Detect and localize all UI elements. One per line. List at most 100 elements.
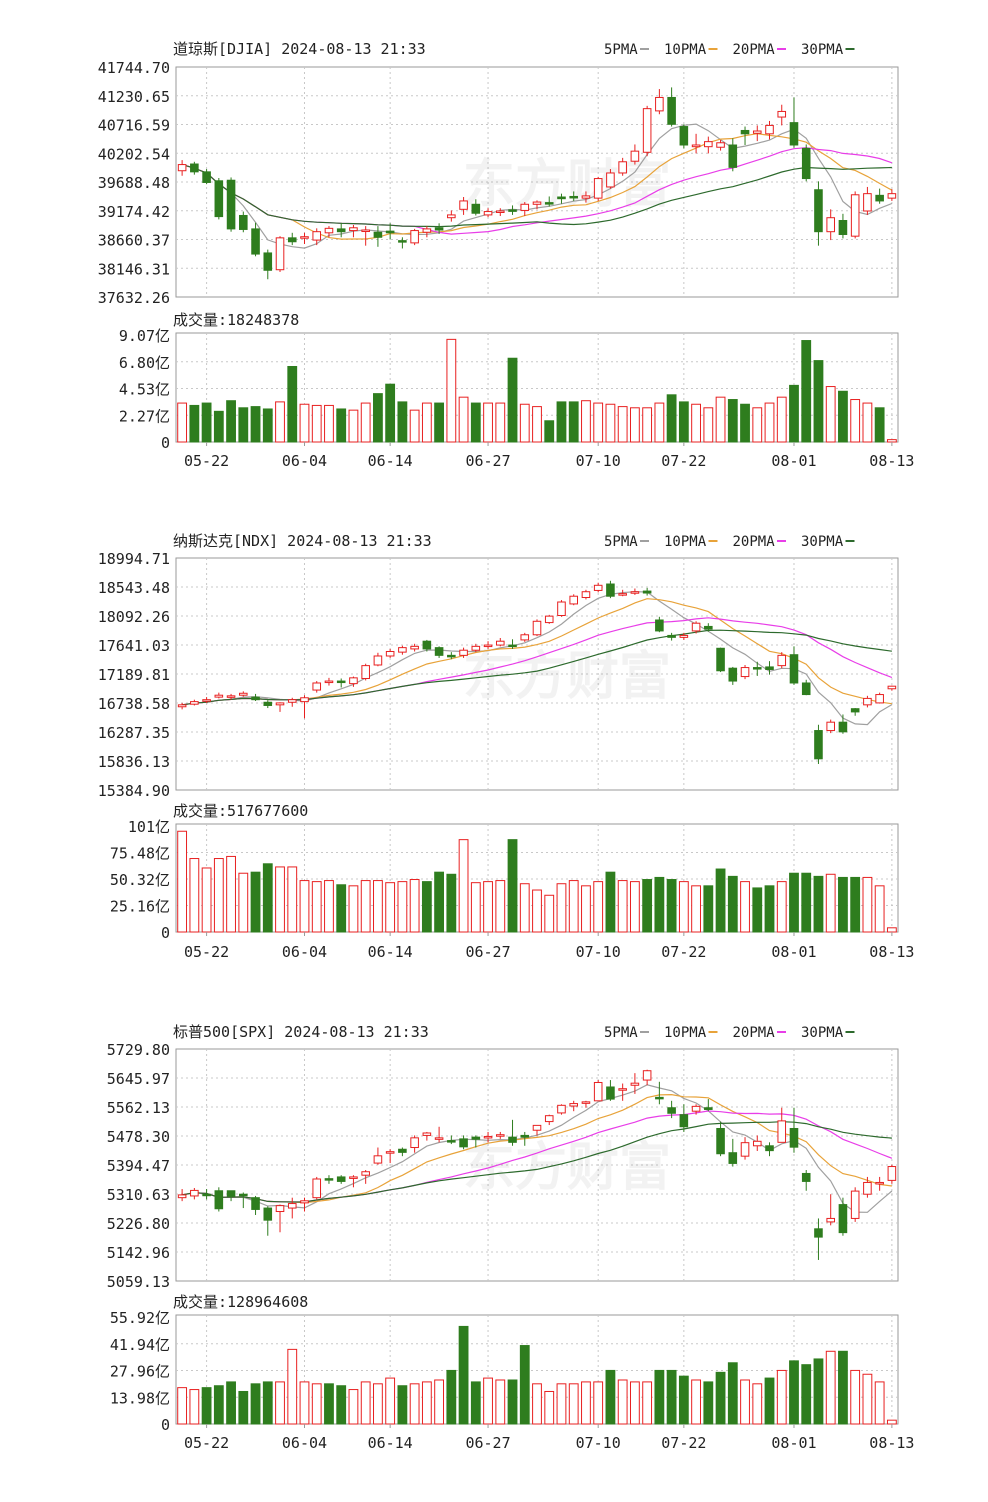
volume-bar: [825, 1350, 836, 1425]
candle-body: [716, 647, 725, 672]
candle-body: [324, 680, 334, 684]
candle-body: [263, 701, 273, 706]
volume-bar: [458, 396, 469, 443]
volume-bar: [678, 401, 689, 443]
candle-body: [459, 1138, 468, 1148]
volume-label: 成交量:128964608: [173, 1293, 308, 1311]
candle-body: [239, 1193, 248, 1197]
volume-bar: [556, 401, 567, 443]
volume-bar: [605, 1369, 616, 1425]
candle-body: [312, 1178, 322, 1199]
volume-bar: [703, 1381, 714, 1425]
volume-bar: [776, 396, 787, 443]
volume-bar: [666, 1369, 677, 1425]
candle-body: [398, 647, 407, 653]
candle-body: [398, 1148, 407, 1153]
volume-bar: [324, 880, 334, 933]
candle-body: [324, 1178, 334, 1181]
candle-body: [716, 1127, 725, 1155]
candle-body: [532, 1124, 542, 1131]
chart-panel-1: 道琼斯[DJIA] 2024-08-13 21:33 5PMA 10PMA 20PMA…: [98, 40, 915, 470]
date-label: 08-13: [869, 1434, 914, 1452]
candle-body: [508, 1136, 517, 1143]
volume-bar: [629, 881, 640, 933]
volume-bar: [287, 1348, 298, 1425]
candle-body: [202, 1193, 211, 1197]
candle-body: [752, 667, 762, 670]
volume-tick-label: 0: [161, 434, 170, 452]
volume-bar: [458, 1325, 469, 1425]
volume-bar: [874, 407, 885, 443]
volume-bar: [483, 402, 493, 443]
price-tick-label: 16738.58: [98, 695, 170, 713]
candle-body: [875, 194, 884, 202]
candle-body: [777, 110, 787, 118]
volume-tick-label: 6.80亿: [119, 354, 170, 372]
candle-body: [593, 1081, 603, 1102]
volume-bar: [568, 1383, 579, 1425]
candle-body: [606, 172, 615, 188]
volume-bar: [397, 881, 408, 933]
volume-bar: [593, 1381, 604, 1425]
candle-body: [214, 1190, 224, 1210]
volume-bar: [556, 1383, 567, 1425]
volume-bar: [275, 1381, 285, 1425]
volume-bar: [678, 1375, 689, 1425]
volume-bar: [507, 1379, 518, 1425]
volume-bar: [825, 873, 836, 933]
candle-body: [618, 161, 627, 174]
volume-bar: [189, 404, 200, 443]
volume-bar: [458, 839, 469, 933]
candle-body: [691, 1105, 701, 1112]
candle-body: [434, 1137, 444, 1140]
candle-body: [581, 1101, 591, 1104]
volume-tick-label: 0: [161, 1416, 170, 1434]
volume-bar: [397, 401, 408, 443]
volume-tick-label: 55.92亿: [110, 1309, 170, 1327]
candle-body: [385, 1151, 395, 1154]
volume-bar: [666, 879, 677, 933]
volume-bar: [727, 399, 738, 443]
volume-tick-label: 27.96亿: [110, 1363, 170, 1381]
candle-body: [765, 124, 774, 135]
candle-body: [422, 640, 432, 650]
volume-bar: [287, 866, 298, 933]
date-label: 07-10: [576, 943, 621, 961]
candle-body: [655, 619, 664, 632]
volume-bar: [654, 876, 665, 933]
legend-label: 5PMA: [604, 1025, 638, 1041]
volume-bar: [336, 1385, 347, 1425]
price-tick-label: 41744.70: [98, 59, 170, 77]
candle-body: [459, 200, 468, 210]
candle-body: [214, 180, 224, 218]
candle-body: [471, 203, 481, 214]
candle-body: [728, 144, 738, 168]
volume-bar: [336, 408, 347, 443]
price-tick-label: 5562.13: [107, 1099, 170, 1117]
price-tick-label: 15836.13: [98, 753, 170, 771]
candle-body: [349, 1176, 358, 1179]
volume-tick-label: 50.32亿: [110, 871, 170, 889]
volume-bar: [385, 383, 396, 443]
volume-bar: [752, 887, 763, 933]
volume-bar: [850, 876, 861, 933]
volume-bar: [764, 1377, 775, 1425]
volume-bar: [299, 880, 310, 933]
candle-body: [263, 252, 273, 271]
candle-body: [581, 591, 591, 599]
volume-bar: [177, 1387, 188, 1425]
candle-body: [483, 211, 493, 216]
date-label: 05-22: [184, 452, 229, 470]
volume-tick-label: 75.48亿: [110, 845, 170, 863]
candle-body: [495, 1134, 505, 1137]
volume-bar: [642, 879, 653, 933]
candle-body: [324, 227, 334, 234]
candle-body: [838, 1204, 848, 1234]
candle-body: [814, 189, 823, 233]
volume-bar: [813, 360, 824, 443]
candle-body: [850, 194, 860, 237]
volume-bar: [495, 880, 506, 933]
candle-body: [312, 682, 322, 691]
chart-panel-2: 纳斯达克[NDX] 2024-08-13 21:33 5PMA 10PMA 20PMA…: [98, 532, 915, 961]
candle-body: [863, 1181, 872, 1195]
